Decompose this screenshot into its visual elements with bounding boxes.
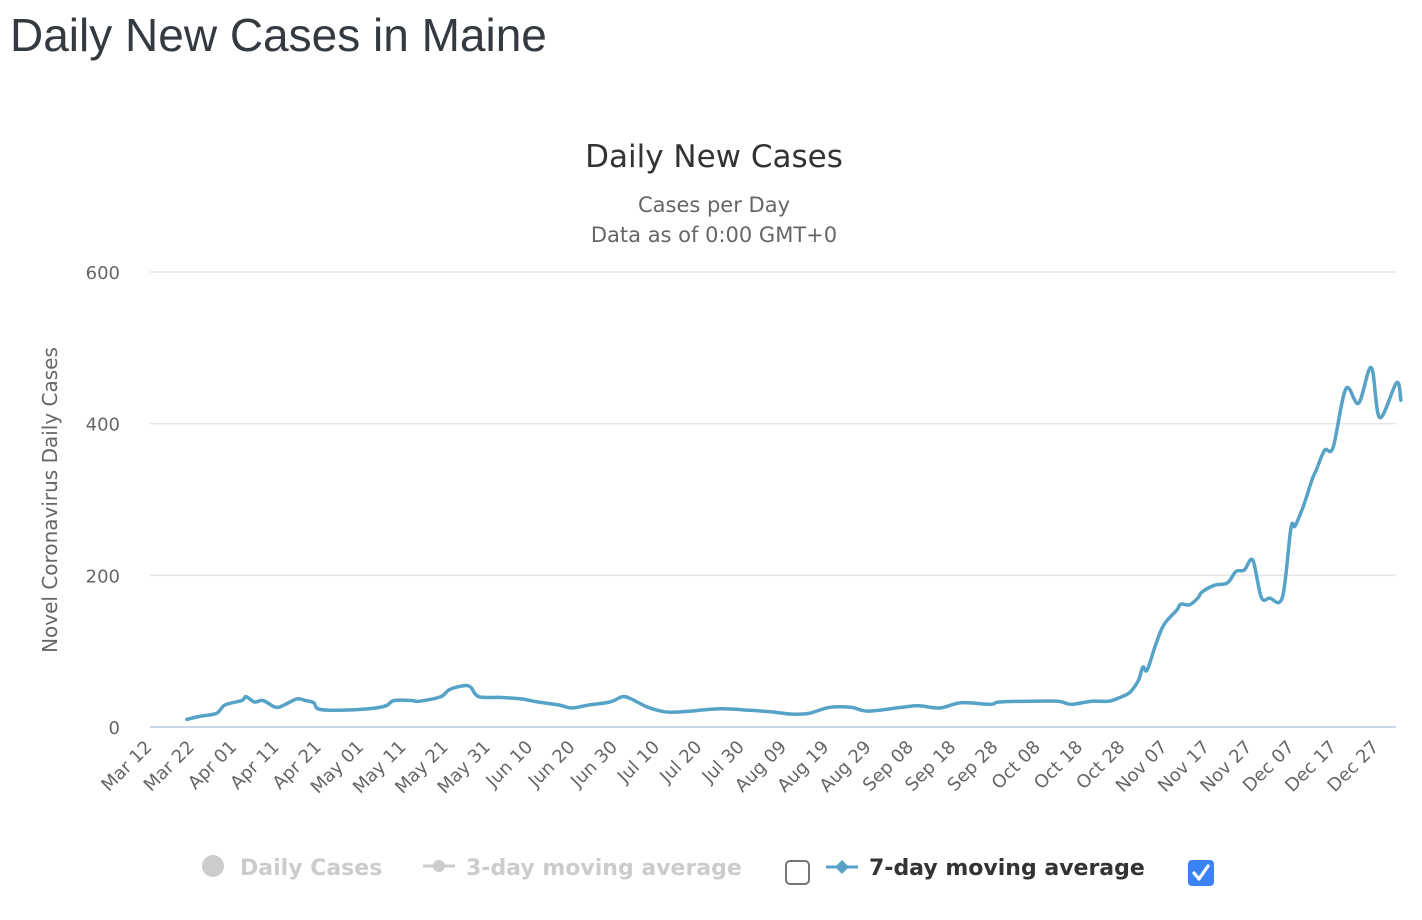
y-axis-title: Novel Coronavirus Daily Cases [38,347,62,653]
y-axis-ticks: 0 200 400 600 [86,263,120,739]
legend-item-daily-cases[interactable]: Daily Cases [202,855,382,881]
legend-label-7-day-average: 7-day moving average [869,856,1145,881]
checkbox-7-day-average[interactable] [1188,860,1214,886]
diamond-marker-icon [835,860,849,874]
chart-title: Daily New Cases [585,139,843,175]
legend: Daily Cases 3-day moving average 7-day m… [202,855,1214,886]
legend-label-3-day-average: 3-day moving average [466,856,742,881]
legend-item-7-day-average[interactable]: 7-day moving average [826,856,1145,881]
y-tick-label: 600 [86,263,120,284]
checkbox-3-day-average[interactable] [785,860,810,885]
circle-marker-icon [202,855,224,877]
legend-label-daily-cases: Daily Cases [240,856,382,881]
checkmark-icon [1192,864,1210,881]
x-tick-label: Jun 30 [566,737,622,793]
page-title: Daily New Cases in Maine [10,9,547,61]
gridlines [150,271,1396,728]
y-tick-label: 400 [86,415,120,436]
legend-item-3-day-average[interactable]: 3-day moving average [423,856,742,881]
y-tick-label: 200 [86,566,120,587]
series-layer [185,365,1403,722]
checkbox-unchecked-icon[interactable] [785,860,810,885]
chart-subtitle-line-1: Cases per Day [638,193,790,217]
x-tick-label: Jul 10 [613,737,664,788]
circle-marker-icon [433,860,445,872]
x-tick-label: Jun 10 [482,737,538,793]
checkbox-checked-icon[interactable] [1188,860,1214,886]
series-line-7-day-average [185,365,1403,722]
x-tick-label: Jun 20 [524,737,580,793]
x-tick-label: Jul 20 [655,737,706,788]
y-tick-label: 0 [109,718,120,739]
chart-subtitle-line-2: Data as of 0:00 GMT+0 [591,223,837,247]
